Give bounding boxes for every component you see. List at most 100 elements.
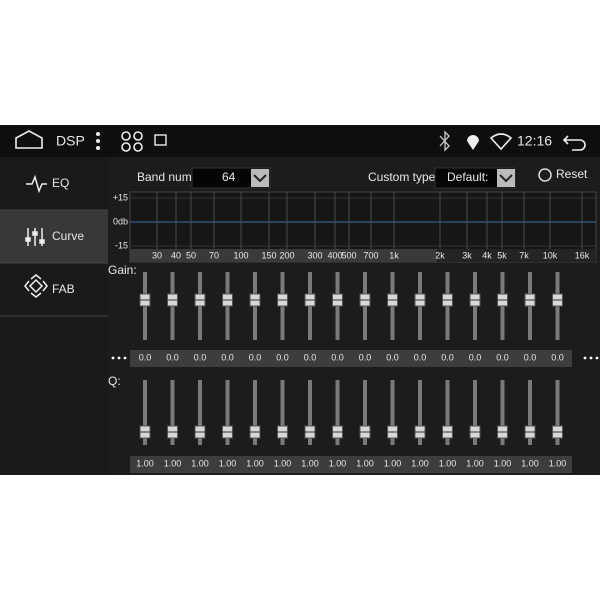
frequency-label: 7k [519,250,529,260]
gain-value: 0.0 [496,352,509,362]
dropdown-arrow[interactable] [497,169,515,187]
app-title: DSP [56,133,85,149]
frequency-label: 150 [261,250,276,260]
q-slider-track[interactable] [418,380,422,445]
frequency-label: 30 [152,250,162,260]
frequency-label: 100 [233,250,248,260]
graph-y-label: +15 [113,192,128,202]
frequency-label: 16k [575,250,590,260]
q-slider-track[interactable] [363,380,367,445]
frequency-label: 40 [171,250,181,260]
gain-value: 0.0 [359,352,372,362]
frequency-label: 4k [482,250,492,260]
sidebar-label: FAB [52,282,75,296]
scroll-left[interactable] [111,356,127,360]
image-icon [154,134,167,146]
chevron [499,174,513,183]
menu-button[interactable] [96,132,100,150]
custom-type-value: Default: [447,170,488,184]
q-slider-track[interactable] [445,380,450,445]
q-value: 1.00 [356,458,374,468]
q-value: 1.00 [219,458,237,468]
frequency-label: 10k [543,250,558,260]
q-slider-track[interactable] [280,380,285,445]
q-value: 1.00 [164,458,182,468]
frequency-strip [437,249,596,262]
frequency-label: 200 [279,250,294,260]
q-slider-track[interactable] [473,380,477,445]
q-value: 1.00 [411,458,429,468]
reset-label[interactable]: Reset [556,167,588,181]
q-slider-track[interactable] [308,380,312,445]
frequency-label: 500 [341,250,356,260]
chevron [253,174,267,183]
q-value: 1.00 [191,458,209,468]
q-slider-track[interactable] [170,380,175,445]
fab-icon [24,274,48,298]
gain-value: 0.0 [551,352,564,362]
location-icon [467,135,479,150]
reset-radio[interactable] [538,168,552,182]
scroll-right[interactable] [583,356,599,360]
q-label: Q: [108,374,121,388]
band-num-value: 64 [222,170,236,184]
gain-value: 0.0 [524,352,537,362]
q-slider-track[interactable] [253,380,257,445]
dropdown-arrow[interactable] [251,169,269,187]
gain-value: 0.0 [441,352,454,362]
clock: 12:16 [517,133,552,149]
frequency-label: 3k [462,250,472,260]
frequency-label: 300 [307,250,322,260]
home-button[interactable] [15,130,43,149]
q-value: 1.00 [549,458,567,468]
gain-value: 0.0 [469,352,482,362]
gain-value: 0.0 [276,352,289,362]
gain-value: 0.0 [139,352,152,362]
graph-y-label: 0db [113,216,128,226]
q-value: 1.00 [329,458,347,468]
q-value: 1.00 [466,458,484,468]
gain-value: 0.0 [304,352,317,362]
graph-y-label: -15 [115,240,128,250]
q-slider-track[interactable] [225,380,230,445]
sidebar-label: EQ [52,176,69,190]
q-slider-track[interactable] [528,380,532,445]
frequency-label: 700 [363,250,378,260]
back-button[interactable] [562,135,586,151]
q-value: 1.00 [384,458,402,468]
q-slider-track[interactable] [390,380,395,445]
gain-value: 0.0 [221,352,234,362]
gain-value: 0.0 [331,352,344,362]
q-value: 1.00 [521,458,539,468]
custom-type-label: Custom type: [368,170,439,184]
curve-icon [25,228,45,246]
gain-value: 0.0 [166,352,179,362]
status-bar [0,125,600,157]
q-value: 1.00 [439,458,457,468]
band-num-dropdown[interactable] [191,167,271,189]
apps-icon[interactable] [121,131,143,152]
gain-label: Gain: [108,263,137,277]
frequency-label: 400 [327,250,342,260]
q-slider-track[interactable] [500,380,505,445]
gain-value: 0.0 [386,352,399,362]
gain-value: 0.0 [414,352,427,362]
q-slider-track[interactable] [143,380,147,445]
q-value: 1.00 [136,458,154,468]
eq-icon [26,174,47,194]
gain-value-row [130,350,572,367]
frequency-label: 70 [209,250,219,260]
q-slider-track[interactable] [198,380,202,445]
frequency-strip [130,249,437,262]
bluetooth-icon [439,130,450,152]
q-value-row [130,456,572,473]
q-slider-track[interactable] [555,380,560,445]
frequency-label: 50 [186,250,196,260]
gain-value: 0.0 [249,352,262,362]
band-num-label: Band num: [137,170,195,184]
q-value: 1.00 [274,458,292,468]
q-slider-track[interactable] [335,380,340,445]
sidebar-selected [0,210,108,263]
